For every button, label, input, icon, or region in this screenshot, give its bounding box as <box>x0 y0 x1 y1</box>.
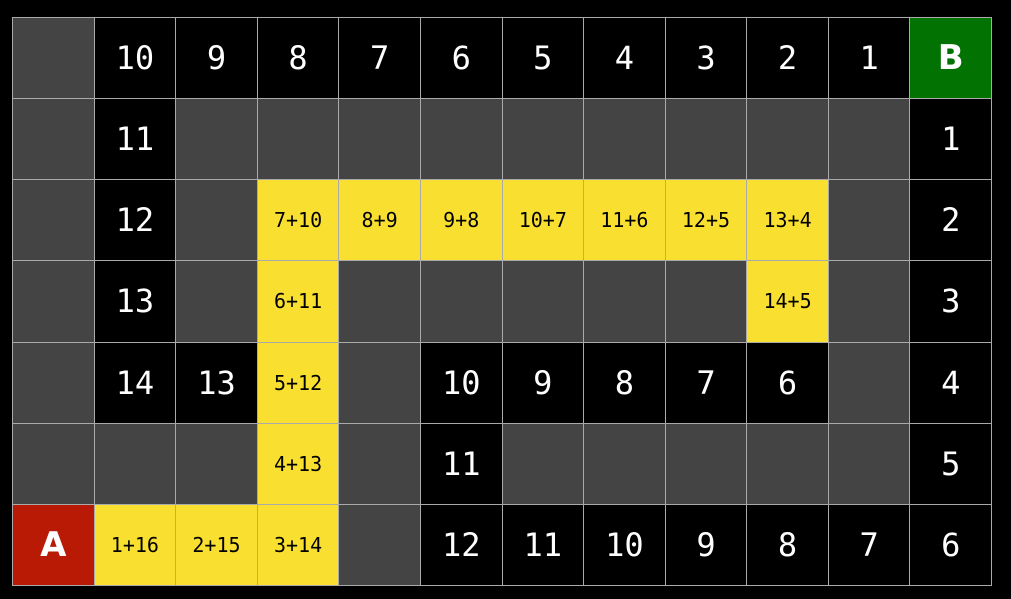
pathfinding-grid: 10 9 8 7 6 5 4 3 2 1 B 11 1 12 7+10 8+9 9+8 10+7 11+6 12+5 1… <box>12 17 992 586</box>
wall-cell <box>176 99 258 181</box>
open-cell: 1 <box>828 18 911 100</box>
wall-cell <box>176 261 258 343</box>
open-cell: 6 <box>910 504 992 586</box>
open-cell: 10 <box>584 504 666 586</box>
wall-cell <box>747 99 829 181</box>
wall-cell <box>13 180 95 262</box>
wall-cell <box>176 423 258 505</box>
open-cell: 13 <box>176 342 258 424</box>
open-cell: 3 <box>910 261 992 343</box>
wall-cell <box>13 99 95 181</box>
goal-cell-b: B <box>910 18 992 100</box>
wall-cell <box>502 261 585 343</box>
wall-cell <box>257 99 340 181</box>
open-cell: 9 <box>665 504 748 586</box>
open-cell: 14 <box>94 342 177 424</box>
path-cell: 8+9 <box>339 180 421 262</box>
wall-cell <box>339 261 421 343</box>
path-cell: 10+7 <box>502 180 585 262</box>
wall-cell <box>747 423 829 505</box>
path-cell: 3+14 <box>257 504 340 586</box>
open-cell: 8 <box>257 18 340 100</box>
wall-cell <box>828 261 911 343</box>
wall-cell <box>828 180 911 262</box>
wall-cell <box>94 423 177 505</box>
wall-cell <box>502 99 585 181</box>
wall-cell <box>13 423 95 505</box>
wall-cell <box>584 423 666 505</box>
wall-cell <box>339 99 421 181</box>
wall-cell <box>502 423 585 505</box>
wall-cell <box>584 99 666 181</box>
open-cell: 6 <box>747 342 829 424</box>
open-cell: 5 <box>910 423 992 505</box>
open-cell: 12 <box>420 504 503 586</box>
open-cell: 4 <box>910 342 992 424</box>
wall-cell <box>828 99 911 181</box>
open-cell: 7 <box>828 504 911 586</box>
open-cell: 12 <box>94 180 177 262</box>
path-cell: 7+10 <box>257 180 340 262</box>
open-cell: 2 <box>910 180 992 262</box>
open-cell: 10 <box>420 342 503 424</box>
wall-cell <box>176 180 258 262</box>
path-cell: 12+5 <box>665 180 748 262</box>
path-cell: 6+11 <box>257 261 340 343</box>
wall-cell <box>13 18 95 100</box>
wall-cell <box>665 423 748 505</box>
wall-cell <box>339 423 421 505</box>
open-cell: 11 <box>94 99 177 181</box>
wall-cell <box>584 261 666 343</box>
wall-cell <box>13 342 95 424</box>
wall-cell <box>828 342 911 424</box>
open-cell: 10 <box>94 18 177 100</box>
path-cell: 1+16 <box>94 504 177 586</box>
path-cell: 11+6 <box>584 180 666 262</box>
open-cell: 7 <box>339 18 421 100</box>
open-cell: 6 <box>420 18 503 100</box>
open-cell: 4 <box>584 18 666 100</box>
open-cell: 11 <box>502 504 585 586</box>
path-cell: 14+5 <box>747 261 829 343</box>
open-cell: 9 <box>502 342 585 424</box>
path-cell: 13+4 <box>747 180 829 262</box>
wall-cell <box>665 261 748 343</box>
open-cell: 8 <box>584 342 666 424</box>
path-cell: 9+8 <box>420 180 503 262</box>
open-cell: 3 <box>665 18 748 100</box>
open-cell: 9 <box>176 18 258 100</box>
path-cell: 2+15 <box>176 504 258 586</box>
open-cell: 11 <box>420 423 503 505</box>
wall-cell <box>420 99 503 181</box>
wall-cell <box>339 342 421 424</box>
open-cell: 2 <box>747 18 829 100</box>
open-cell: 8 <box>747 504 829 586</box>
wall-cell <box>828 423 911 505</box>
open-cell: 13 <box>94 261 177 343</box>
start-cell-a: A <box>13 504 95 586</box>
open-cell: 7 <box>665 342 748 424</box>
wall-cell <box>339 504 421 586</box>
path-cell: 4+13 <box>257 423 340 505</box>
wall-cell <box>420 261 503 343</box>
open-cell: 5 <box>502 18 585 100</box>
wall-cell <box>665 99 748 181</box>
wall-cell <box>13 261 95 343</box>
open-cell: 1 <box>910 99 992 181</box>
path-cell: 5+12 <box>257 342 340 424</box>
